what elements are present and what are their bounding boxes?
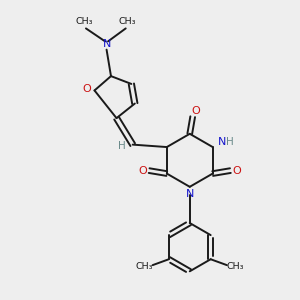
Text: O: O [82, 84, 91, 94]
Text: CH₃: CH₃ [135, 262, 153, 271]
Text: N: N [218, 137, 226, 147]
Text: CH₃: CH₃ [118, 17, 136, 26]
Text: N: N [186, 189, 194, 199]
Text: O: O [192, 106, 201, 116]
Text: O: O [232, 166, 241, 176]
Text: O: O [138, 166, 147, 176]
Text: H: H [118, 141, 125, 151]
Text: CH₃: CH₃ [76, 17, 93, 26]
Text: H: H [226, 137, 234, 147]
Text: N: N [102, 39, 111, 49]
Text: CH₃: CH₃ [227, 262, 244, 271]
